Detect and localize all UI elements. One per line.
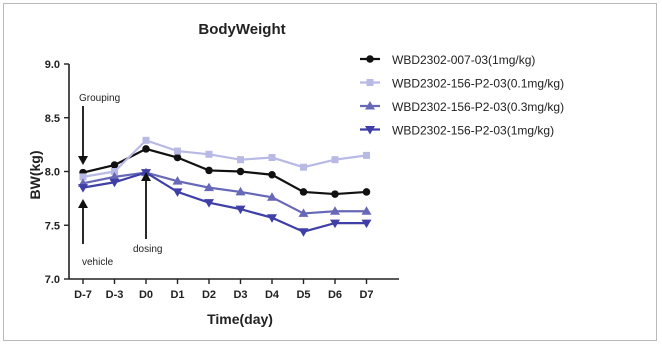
series-line xyxy=(82,171,367,215)
y-tick-label: 9.0 xyxy=(45,59,60,71)
data-point xyxy=(267,192,277,201)
legend-marker xyxy=(366,79,374,86)
data-point xyxy=(174,147,181,155)
legend-label: WBD2302-156-P2-03(1mg/kg) xyxy=(392,124,554,138)
legend-marker xyxy=(365,126,375,135)
data-point xyxy=(109,171,120,181)
data-point xyxy=(331,190,339,198)
data-point xyxy=(363,151,370,159)
data-point xyxy=(142,136,150,144)
annotation-label: dosing xyxy=(133,244,162,255)
x-tick-label: D6 xyxy=(328,289,342,301)
legend-item-3: WBD2302-156-P2-03(0.3mg/kg) xyxy=(360,100,564,114)
x-tick-label: D7 xyxy=(359,289,373,301)
legend-label: WBD2302-156-P2-03(0.1mg/kg) xyxy=(392,77,564,91)
data-point xyxy=(79,173,87,181)
data-point xyxy=(78,184,88,193)
y-tick-label: 7.5 xyxy=(45,220,60,232)
data-point xyxy=(142,145,150,153)
data-point xyxy=(172,176,183,185)
y-tick-label: 8.5 xyxy=(45,113,60,125)
data-point xyxy=(330,219,340,229)
axes: 9.0 8.5 8.0 7.5 7.0 D-7 D-3 D0 D1 D2 D3 D4 D5 D6 D7 xyxy=(45,59,399,301)
data-point xyxy=(331,156,339,164)
x-tick-label: D3 xyxy=(233,289,247,301)
series-line xyxy=(82,147,367,196)
data-point xyxy=(361,206,372,215)
series-line xyxy=(82,171,367,233)
arrow-head xyxy=(141,172,151,181)
x-tick-label: D1 xyxy=(170,289,184,301)
legend-marker xyxy=(365,101,375,110)
data-point xyxy=(235,205,246,215)
data-point xyxy=(267,214,277,223)
data-point xyxy=(298,208,309,217)
chart-title: BodyWeight xyxy=(198,21,285,38)
data-point xyxy=(205,166,213,175)
data-point xyxy=(204,182,214,192)
series-layer xyxy=(78,136,372,237)
dosing-arrow xyxy=(141,172,151,239)
series-3 xyxy=(78,167,372,217)
series-2 xyxy=(79,136,370,181)
x-tick-label: D5 xyxy=(296,289,310,301)
legend-item-4: WBD2302-156-P2-03(1mg/kg) xyxy=(360,124,554,138)
legend-marker xyxy=(366,55,374,63)
y-tick-label: 8.0 xyxy=(45,167,60,179)
series-4 xyxy=(78,169,372,237)
y-axis-label: BW(kg) xyxy=(27,151,43,200)
data-point xyxy=(300,163,307,171)
data-point xyxy=(204,199,214,208)
annotation-layer: Grouping vehicle dosing xyxy=(78,93,162,268)
annotation-label: Grouping xyxy=(79,93,120,104)
y-tick-label: 7.0 xyxy=(45,274,60,286)
x-tick-label: D-3 xyxy=(106,289,124,301)
x-tick-label: D2 xyxy=(202,289,216,301)
x-tick-label: D4 xyxy=(265,289,280,301)
legend-label: WBD2302-007-03(1mg/kg) xyxy=(392,53,535,67)
data-point xyxy=(205,150,213,158)
legend: WBD2302-007-03(1mg/kg) WBD2302-156-P2-03(… xyxy=(360,53,564,138)
series-line xyxy=(82,139,367,178)
chart-frame: BodyWeight Time(day) BW(kg) 9.0 8.5 8.0 7.5… xyxy=(3,3,657,341)
arrow-head xyxy=(78,156,88,165)
x-tick-label: D0 xyxy=(139,289,153,301)
data-point xyxy=(110,161,119,169)
data-point xyxy=(361,219,372,229)
bodyweight-line-chart: BodyWeight Time(day) BW(kg) 9.0 8.5 8.0 7.5… xyxy=(27,21,564,327)
data-point xyxy=(236,167,245,176)
data-point xyxy=(111,168,118,175)
data-point xyxy=(173,153,182,162)
vehicle-arrow xyxy=(78,199,88,244)
data-point xyxy=(330,206,340,215)
legend-item-2: WBD2302-156-P2-03(0.1mg/kg) xyxy=(360,77,564,91)
annotation-label: vehicle xyxy=(82,257,114,268)
data-point xyxy=(298,228,309,237)
data-point xyxy=(362,188,371,196)
legend-label: WBD2302-156-P2-03(0.3mg/kg) xyxy=(392,100,564,114)
data-point xyxy=(268,154,276,162)
x-tick-label: D-7 xyxy=(74,289,92,301)
data-point xyxy=(299,188,308,196)
data-point xyxy=(237,156,244,164)
legend-item-1: WBD2302-007-03(1mg/kg) xyxy=(360,53,535,67)
data-point xyxy=(109,178,120,188)
grouping-arrow xyxy=(78,106,88,165)
arrow-head xyxy=(78,199,88,208)
x-axis-label: Time(day) xyxy=(207,311,273,327)
data-point xyxy=(268,170,276,179)
data-point xyxy=(235,186,246,196)
data-point xyxy=(172,188,183,197)
